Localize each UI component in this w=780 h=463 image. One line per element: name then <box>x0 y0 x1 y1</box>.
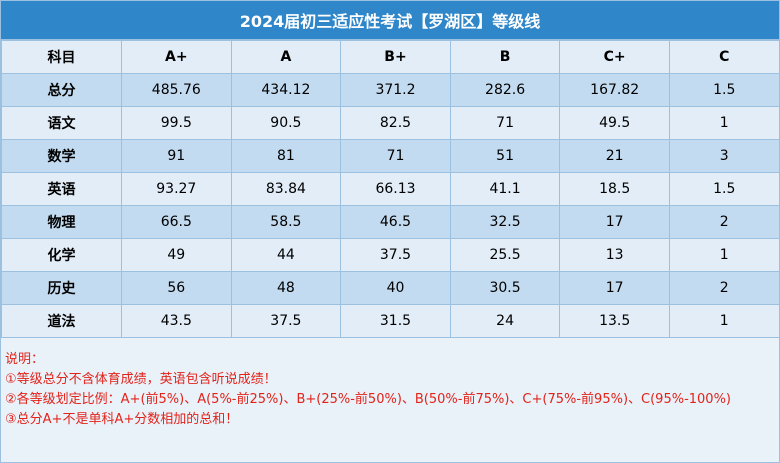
note-item: ②各等级划定比例：A+(前5%)、A(5%-前25%)、B+(25%-前50%)… <box>5 392 731 407</box>
table-row: 总分 485.76 434.12 371.2 282.6 167.82 1.5 <box>1 73 780 107</box>
grade-cell: 13.5 <box>559 304 670 338</box>
table-row: 历史 56 48 40 30.5 17 2 <box>1 271 780 305</box>
table-row: 道法 43.5 37.5 31.5 24 13.5 1 <box>1 304 780 338</box>
grade-cell: 1 <box>668 106 780 140</box>
grade-cell: 2 <box>668 205 780 239</box>
grade-cell: 1.5 <box>668 172 780 206</box>
header-c-plus: C+ <box>559 40 670 74</box>
grade-cell: 18.5 <box>559 172 670 206</box>
note-item: ①等级总分不含体育成绩，英语包含听说成绩！ <box>5 372 277 387</box>
header-a-plus: A+ <box>121 40 232 74</box>
grade-cell: 485.76 <box>121 73 232 107</box>
grade-cell: 2 <box>668 271 780 305</box>
grade-cell: 48 <box>230 271 342 305</box>
grade-cell: 51 <box>449 139 561 173</box>
grade-cell: 32.5 <box>449 205 561 239</box>
grade-cell: 31.5 <box>340 304 451 338</box>
grade-cell: 37.5 <box>340 238 451 272</box>
grade-cell: 81 <box>230 139 342 173</box>
notes-section: 说明： ①等级总分不含体育成绩，英语包含听说成绩！ ②各等级划定比例：A+(前5… <box>1 338 779 430</box>
header-b: B <box>449 40 561 74</box>
grade-table: 科目 A+ A B+ B C+ C 总分 485.76 434.12 371.2 282… <box>1 40 780 338</box>
header-a: A <box>230 40 342 74</box>
grade-cell: 17 <box>559 205 670 239</box>
table-row: 化学 49 44 37.5 25.5 13 1 <box>1 238 780 272</box>
grade-cell: 1 <box>668 304 780 338</box>
grade-cell: 371.2 <box>340 73 451 107</box>
grade-cell: 25.5 <box>449 238 561 272</box>
row-subject: 总分 <box>1 73 122 107</box>
grade-cell: 41.1 <box>449 172 561 206</box>
grade-cell: 30.5 <box>449 271 561 305</box>
row-subject: 道法 <box>1 304 122 338</box>
grade-cell: 82.5 <box>340 106 451 140</box>
grade-cell: 24 <box>449 304 561 338</box>
grade-cell: 17 <box>559 271 670 305</box>
header-c: C <box>668 40 780 74</box>
table-title: 2024届初三适应性考试【罗湖区】等级线 <box>1 1 779 40</box>
header-row: 科目 A+ A B+ B C+ C <box>1 40 780 74</box>
table-row: 数学 91 81 71 51 21 3 <box>1 139 780 173</box>
row-subject: 英语 <box>1 172 122 206</box>
grade-cell: 93.27 <box>121 172 232 206</box>
row-subject: 数学 <box>1 139 122 173</box>
grade-cell: 71 <box>340 139 451 173</box>
grade-cell: 1.5 <box>668 73 780 107</box>
grade-cell: 49 <box>121 238 232 272</box>
grade-cell: 71 <box>449 106 561 140</box>
grade-cell: 282.6 <box>449 73 561 107</box>
grade-cell: 1 <box>668 238 780 272</box>
header-subject: 科目 <box>1 40 122 74</box>
row-subject: 物理 <box>1 205 122 239</box>
grade-cell: 21 <box>559 139 670 173</box>
grade-cell: 99.5 <box>121 106 232 140</box>
table-row: 语文 99.5 90.5 82.5 71 49.5 1 <box>1 106 780 140</box>
grade-cell: 58.5 <box>230 205 342 239</box>
grade-cell: 43.5 <box>121 304 232 338</box>
grade-cell: 91 <box>121 139 232 173</box>
row-subject: 化学 <box>1 238 122 272</box>
grade-cell: 434.12 <box>230 73 342 107</box>
grade-cell: 66.13 <box>340 172 451 206</box>
grade-cell: 49.5 <box>559 106 670 140</box>
table-row: 物理 66.5 58.5 46.5 32.5 17 2 <box>1 205 780 239</box>
grade-cell: 44 <box>230 238 342 272</box>
row-subject: 历史 <box>1 271 122 305</box>
grade-cell: 40 <box>340 271 451 305</box>
grade-cell: 13 <box>559 238 670 272</box>
grade-cell: 46.5 <box>340 205 451 239</box>
note-item: ③总分A+不是单科A+分数相加的总和！ <box>5 412 239 427</box>
grade-cell: 3 <box>668 139 780 173</box>
notes-heading: 说明： <box>5 352 45 367</box>
grade-cell: 66.5 <box>121 205 232 239</box>
grade-cell: 90.5 <box>230 106 342 140</box>
grade-cell: 37.5 <box>230 304 342 338</box>
row-subject: 语文 <box>1 106 122 140</box>
grade-cell: 56 <box>121 271 232 305</box>
grade-cell: 167.82 <box>559 73 670 107</box>
grade-cell: 83.84 <box>230 172 342 206</box>
header-b-plus: B+ <box>340 40 451 74</box>
table-row: 英语 93.27 83.84 66.13 41.1 18.5 1.5 <box>1 172 780 206</box>
